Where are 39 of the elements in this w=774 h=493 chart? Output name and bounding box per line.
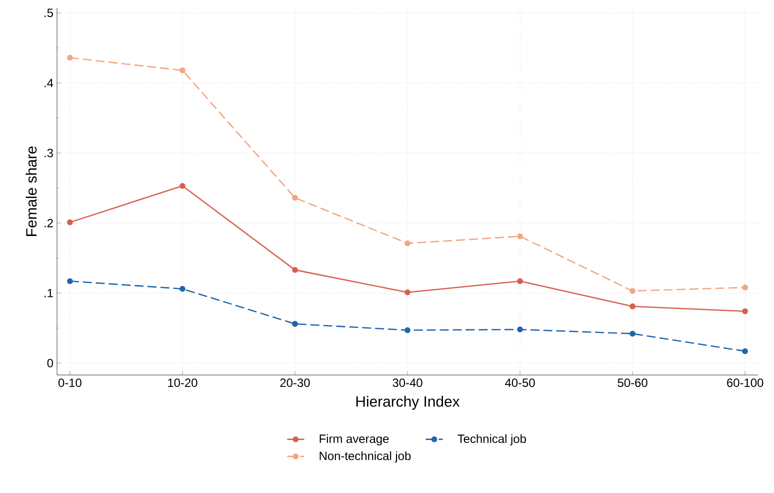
legend-label: Firm average bbox=[320, 434, 389, 446]
point bbox=[292, 267, 298, 273]
y-tick-label: .2 bbox=[44, 218, 53, 228]
point bbox=[742, 308, 748, 314]
point bbox=[517, 278, 523, 284]
y-axis-title: Female share bbox=[26, 146, 37, 236]
x-tick-label: 20-30 bbox=[280, 378, 310, 387]
x-tick-label: 50-60 bbox=[618, 378, 648, 387]
point bbox=[630, 303, 636, 310]
point bbox=[67, 278, 73, 284]
point bbox=[517, 233, 523, 240]
x-axis-title: Hierarchy Index bbox=[356, 396, 460, 410]
point bbox=[404, 289, 410, 296]
point bbox=[630, 330, 636, 337]
point bbox=[67, 54, 73, 61]
x-tick-label: 40-50 bbox=[505, 378, 535, 387]
y-tick-label: 0 bbox=[47, 358, 54, 368]
y-tick-label: .3 bbox=[44, 148, 53, 158]
x-tick-label: 10-20 bbox=[168, 378, 198, 387]
point bbox=[180, 182, 186, 189]
point bbox=[742, 284, 748, 290]
point bbox=[292, 194, 298, 201]
point bbox=[404, 240, 410, 246]
y-tick-label: .4 bbox=[44, 78, 54, 88]
x-tick-label: 60-100 bbox=[727, 378, 764, 387]
legend-label: Technical job bbox=[458, 434, 526, 446]
point bbox=[742, 348, 748, 354]
x-tick-label: 0-10 bbox=[58, 378, 82, 387]
x-tick-label: 30-40 bbox=[392, 378, 422, 387]
point bbox=[630, 288, 636, 294]
y-tick-label: .1 bbox=[44, 288, 53, 298]
point bbox=[180, 286, 186, 292]
point bbox=[404, 327, 410, 334]
point bbox=[180, 67, 186, 74]
point bbox=[292, 320, 298, 327]
point bbox=[517, 326, 523, 332]
point bbox=[67, 219, 73, 226]
legend-label: Non-technical job bbox=[320, 451, 411, 463]
y-tick-label: .5 bbox=[44, 8, 53, 18]
